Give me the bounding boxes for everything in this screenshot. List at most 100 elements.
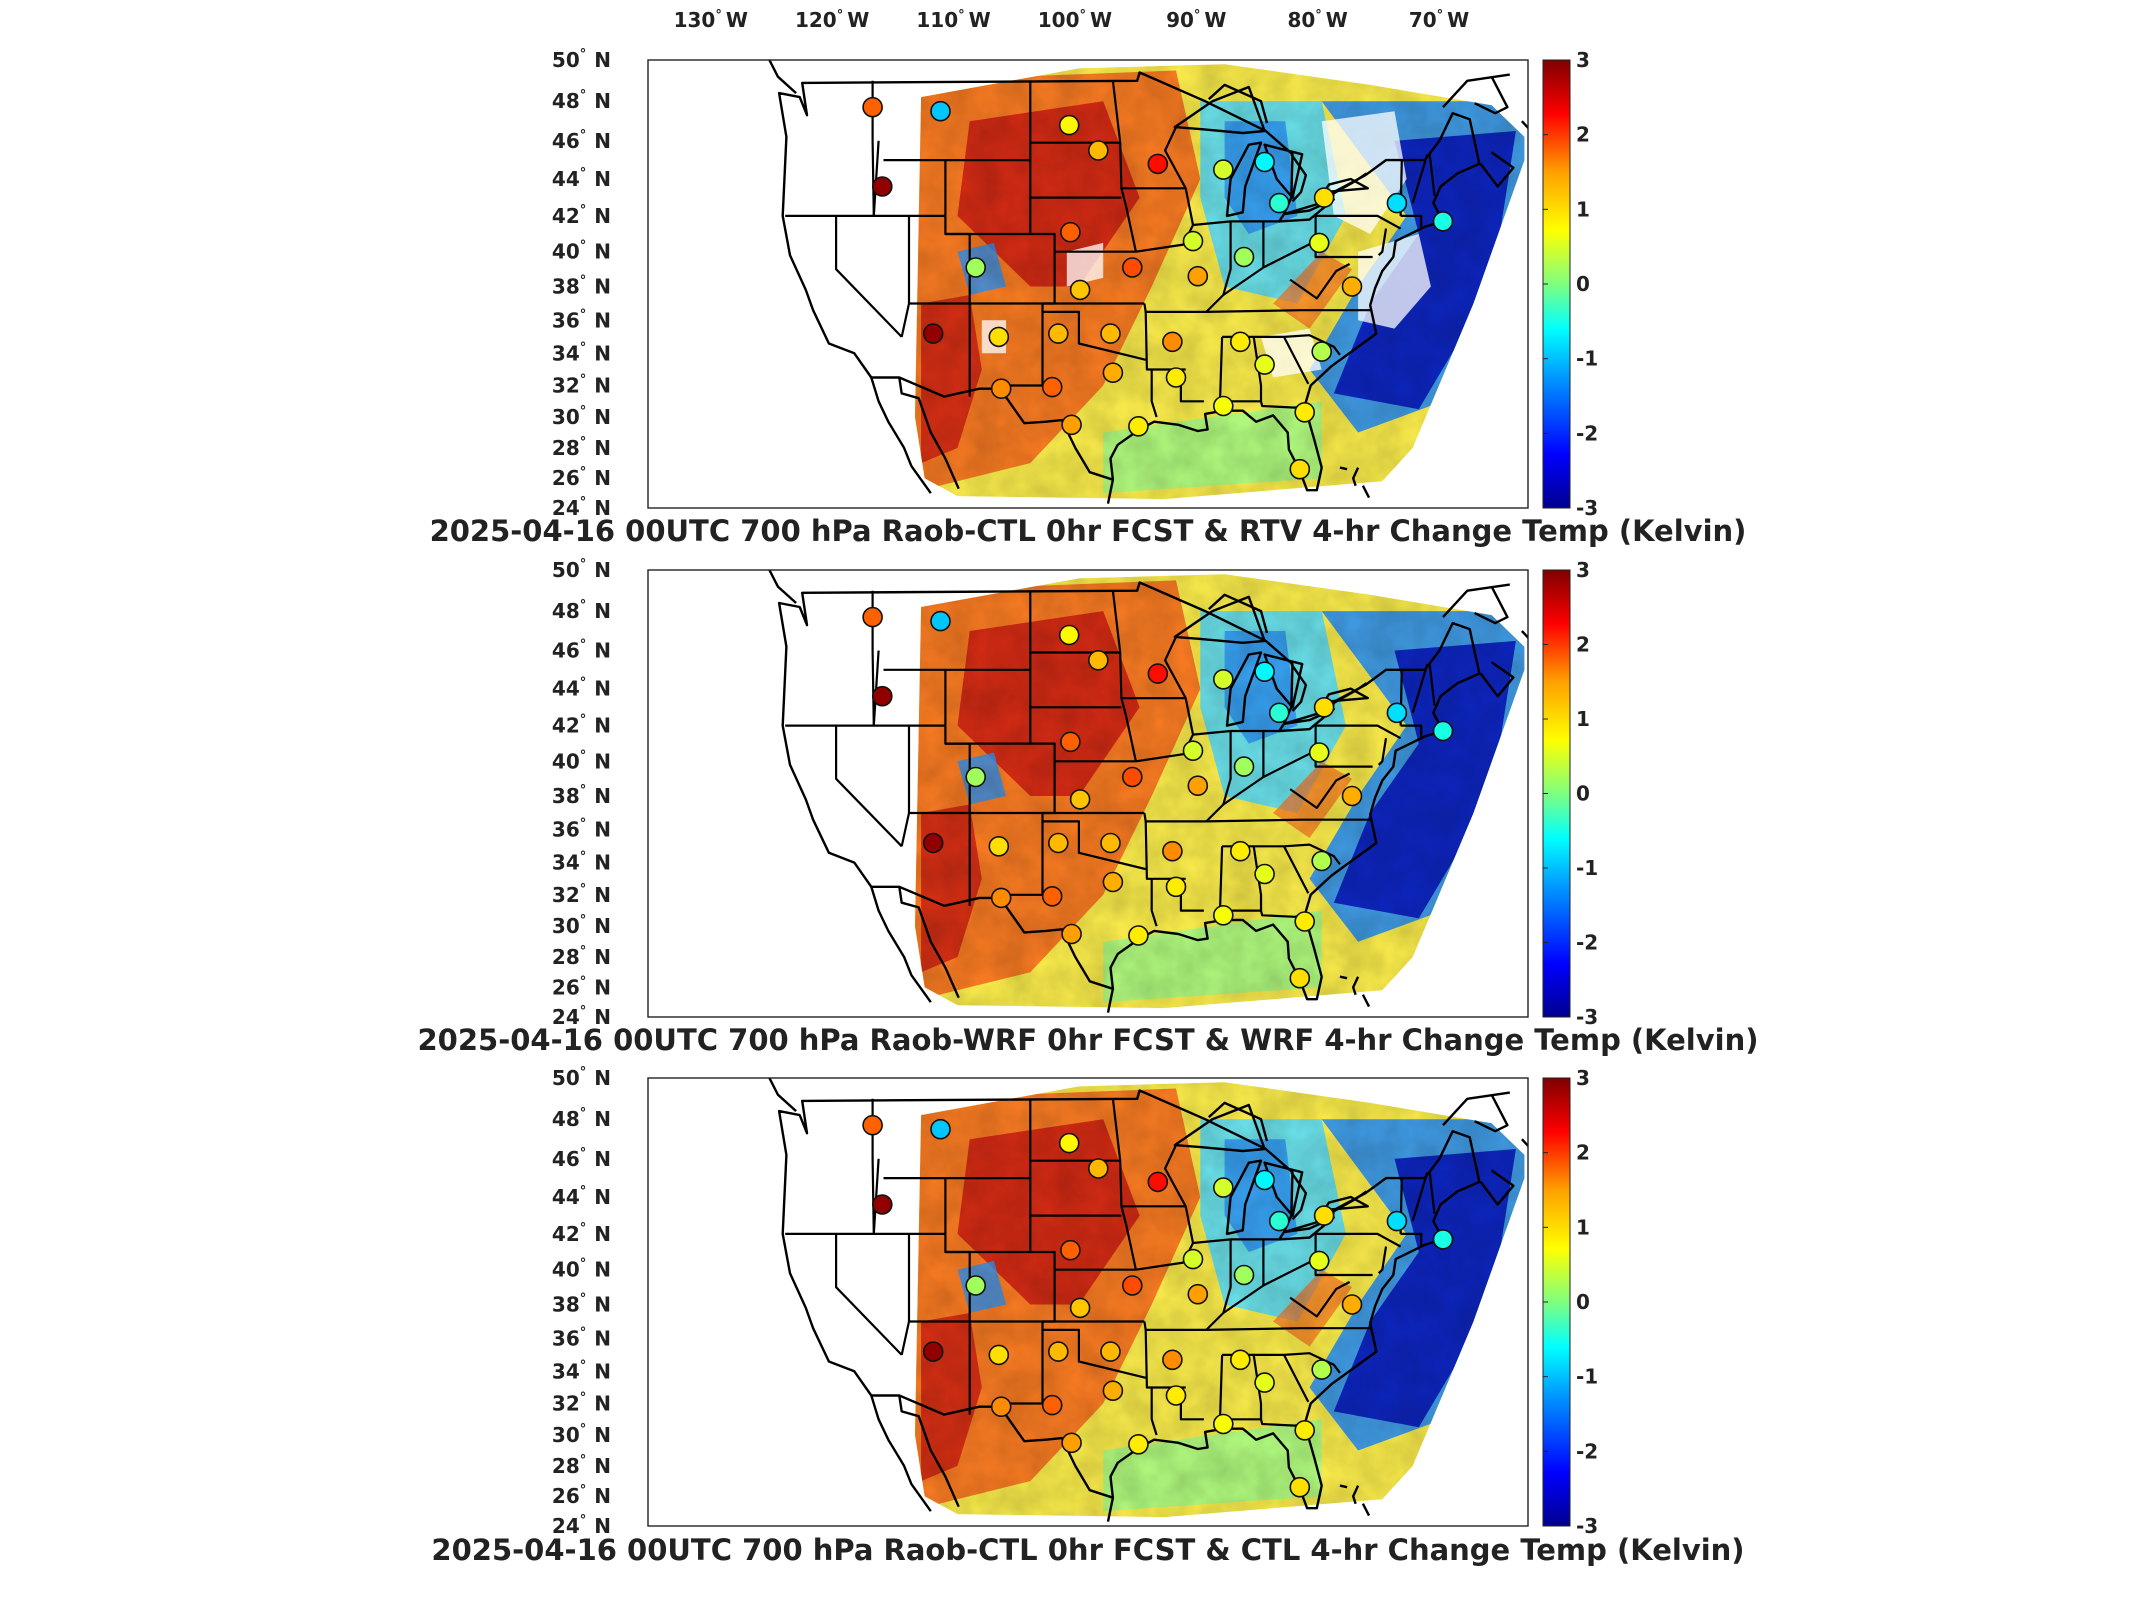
coastline	[1442, 73, 1510, 109]
raob-station-marker	[1165, 367, 1187, 388]
coastline	[1474, 586, 1509, 625]
raob-station-marker	[1311, 1359, 1332, 1380]
raob-station-marker	[1162, 331, 1183, 353]
colorbar-tick-label: 0	[1576, 1290, 1590, 1314]
raob-station-marker	[1341, 1294, 1363, 1315]
longitude-axis-labels: 130° W 120° W 110° W 100° W 90° W 80° W 70° W	[674, 8, 1470, 32]
state-border	[1150, 878, 1158, 927]
coastline	[1474, 1094, 1509, 1133]
panel-raob-ctl-ctl: 50° N 48° N 46° N 44° N 42° N 40° N 38° N 36° N 34° N 32° N…	[431, 1065, 1744, 1567]
raob-station-marker	[965, 766, 987, 788]
state-border	[1315, 214, 1402, 230]
great-lake	[1322, 687, 1370, 703]
colorbar: 3 2 1 0 -1 -2 -3	[1542, 1066, 1598, 1538]
coastline	[898, 1395, 960, 1508]
lat-tick-label: 48° N	[552, 598, 611, 623]
raob-station-marker	[1187, 265, 1209, 287]
raob-station-marker	[1432, 1229, 1454, 1250]
island-coast	[1339, 975, 1348, 980]
state-border	[1400, 214, 1423, 229]
coastline	[1474, 76, 1509, 115]
lon-tick-label: 130° W	[674, 8, 748, 32]
raob-station-marker	[1122, 1275, 1143, 1296]
raob-station-marker	[1069, 1297, 1091, 1319]
great-lake	[1173, 85, 1266, 135]
raob-stations	[862, 606, 1454, 989]
lat-tick-label: 28° N	[552, 944, 611, 969]
lat-tick-label: 46° N	[552, 128, 611, 153]
raob-station-marker	[1122, 766, 1143, 788]
raob-station-marker	[1102, 871, 1124, 893]
island-coast	[1361, 485, 1371, 499]
raob-station-marker	[1230, 331, 1251, 353]
colorbar-tick-label: -2	[1576, 931, 1598, 955]
great-lake	[1225, 1159, 1263, 1236]
missing-data-gap	[1358, 234, 1431, 329]
island-coast	[1351, 467, 1360, 487]
lat-tick-label: 26° N	[552, 465, 611, 490]
raob-station-marker	[1289, 967, 1311, 989]
raob-station-marker	[1088, 649, 1109, 671]
raob-station-marker	[1233, 1264, 1255, 1286]
raob-station-marker	[1432, 720, 1454, 742]
state-border	[1289, 263, 1351, 300]
raob-station-marker	[1162, 1349, 1183, 1371]
raob-station-marker	[1294, 1420, 1315, 1441]
lat-tick-label: 38° N	[552, 274, 611, 299]
great-lake	[1322, 1195, 1370, 1212]
raob-station-marker	[1213, 395, 1234, 417]
raob-station-marker	[1432, 211, 1454, 232]
coastline	[1479, 1169, 1515, 1206]
state-border	[1143, 812, 1207, 823]
panel-raob-wrf-wrf: 50° N 48° N 46° N 44° N 42° N 40° N 38° N 36° N 34° N 32° N…	[417, 557, 1758, 1057]
lat-tick-label: 28° N	[552, 1453, 611, 1478]
colorbar-tick-label: 2	[1576, 633, 1590, 657]
lat-tick-label: 24° N	[552, 495, 611, 520]
coastline	[1479, 661, 1515, 698]
lat-tick-label: 44° N	[552, 166, 611, 191]
raob-station-marker	[1289, 1476, 1311, 1498]
raob-station-marker	[862, 606, 883, 628]
raob-station-marker	[1268, 1210, 1290, 1232]
state-border	[1205, 731, 1232, 823]
raob-station-marker	[1308, 232, 1330, 254]
raob-station-marker	[1233, 246, 1255, 268]
lat-tick-label: 32° N	[552, 1391, 611, 1416]
raob-station-marker	[1187, 1283, 1209, 1305]
state-border	[1150, 369, 1158, 418]
raob-station-marker	[990, 887, 1012, 909]
island-coast	[1339, 1484, 1348, 1489]
state-border	[1222, 843, 1341, 865]
raob-station-marker	[1060, 731, 1081, 753]
raob-station-marker	[1213, 1413, 1234, 1435]
state-border	[1206, 1327, 1372, 1331]
state-border	[1192, 729, 1231, 736]
raob-station-marker	[1048, 1341, 1069, 1362]
raob-station-marker	[1128, 415, 1149, 437]
coastline	[1106, 988, 1115, 1013]
lat-tick-label: 40° N	[552, 748, 611, 773]
raob-station-marker	[1254, 1169, 1275, 1191]
raob-station-marker	[1058, 624, 1080, 646]
lat-tick-label: 34° N	[552, 850, 611, 875]
raob-station-marker	[1313, 1205, 1335, 1226]
raob-station-marker	[1294, 401, 1315, 423]
raob-station-marker	[1313, 696, 1335, 718]
raob-station-marker	[871, 1194, 893, 1215]
latitude-axis-labels: 50° N 48° N 46° N 44° N 42° N 40° N 38° N 36° N 34° N 32° N…	[552, 47, 611, 520]
state-border	[1206, 818, 1372, 823]
state-border	[1150, 1387, 1158, 1436]
island-coast	[1351, 1485, 1360, 1505]
raob-station-marker	[930, 1118, 951, 1140]
lat-tick-label: 32° N	[552, 373, 611, 398]
lat-tick-label: 46° N	[552, 638, 611, 663]
state-border	[1315, 1232, 1402, 1248]
colorbar-tick-label: 0	[1576, 272, 1590, 296]
lat-tick-label: 46° N	[552, 1146, 611, 1171]
lat-tick-label: 50° N	[552, 1065, 611, 1090]
raob-station-marker	[1386, 1210, 1408, 1232]
coastline	[1207, 83, 1269, 124]
coastline	[870, 377, 932, 494]
state-border	[1222, 1352, 1341, 1374]
raob-station-marker	[862, 96, 883, 118]
